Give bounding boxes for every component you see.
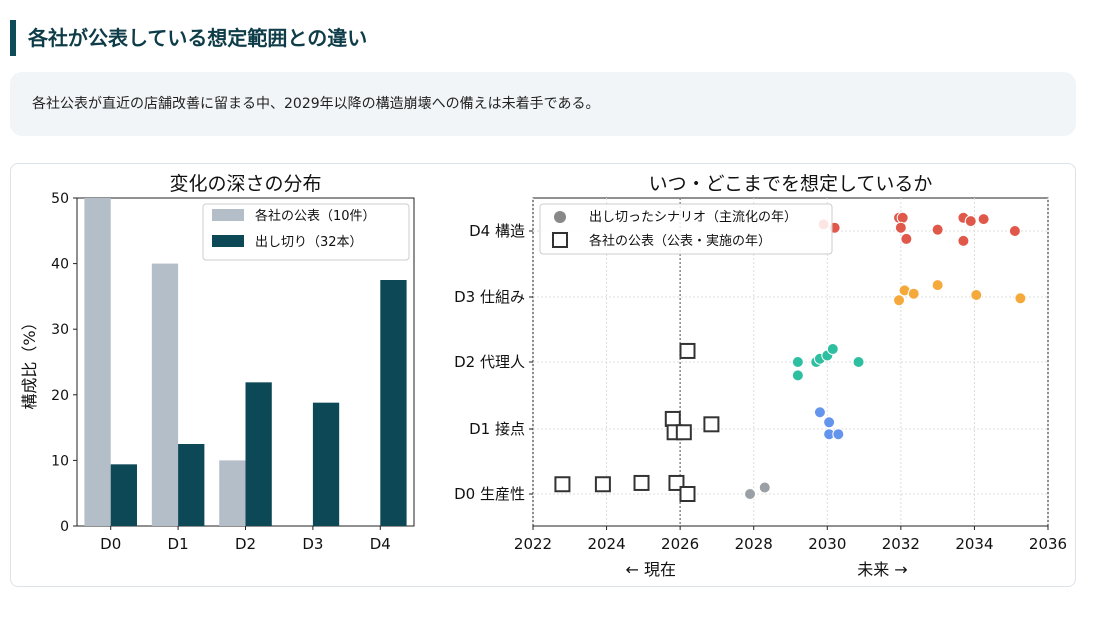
scenario-point xyxy=(977,213,990,226)
scenario-point xyxy=(758,481,771,494)
scenario-point xyxy=(957,234,970,247)
scatter-x-tick-label: 2032 xyxy=(882,535,920,553)
scenario-point xyxy=(791,356,804,368)
scatter-x-tick-label: 2030 xyxy=(808,535,846,553)
bar-y-tick-label: 20 xyxy=(51,388,69,404)
scatter-y-tick-label: D4 構造 xyxy=(469,222,525,240)
bar-cut-D1 xyxy=(178,444,205,526)
scatter-legend-dot xyxy=(554,211,566,223)
bar-x-tick-label: D2 xyxy=(235,535,256,553)
scenario-point xyxy=(1014,292,1027,305)
scatter-legend-label-0: 出し切ったシナリオ（主流化の年） xyxy=(589,210,797,225)
bar-legend-label-1: 出し切り（32本） xyxy=(255,235,363,250)
x-label-future: 未来 → xyxy=(857,560,908,579)
bar-y-axis-label: 構成比（%） xyxy=(20,314,39,409)
announcement-point xyxy=(594,476,611,493)
scatter-y-tick-label: D0 生産性 xyxy=(454,485,525,503)
scatter-x-tick-label: 2026 xyxy=(661,535,699,553)
announcement-point xyxy=(703,416,720,433)
bar-y-tick-label: 10 xyxy=(51,453,69,469)
scenario-point xyxy=(744,488,757,500)
scatter-legend-label-1: 各社の公表（公表・実施の年） xyxy=(589,233,771,249)
scenario-point xyxy=(826,343,839,355)
scenario-point xyxy=(1008,225,1021,237)
announcement-point xyxy=(679,486,696,502)
scenario-point xyxy=(823,416,836,429)
bar-legend-swatch-1 xyxy=(212,235,244,247)
scenario-point xyxy=(900,232,913,245)
announcement-point xyxy=(554,476,571,493)
bar-x-tick-label: D4 xyxy=(370,535,391,553)
bar-cut-D2 xyxy=(245,382,272,526)
section-title: 各社が公表している想定範囲との違い xyxy=(28,26,368,50)
scatter-x-tick-label: 2028 xyxy=(735,535,773,553)
bar-y-tick-label: 0 xyxy=(60,519,69,535)
summary-text: 各社公表が直近の店舗改善に留まる中、2029年以降の構造崩壊への備えは未着手であ… xyxy=(32,96,600,112)
bar-legend-box xyxy=(202,203,410,261)
summary-box: 各社公表が直近の店舗改善に留まる中、2029年以降の構造崩壊への備えは未着手であ… xyxy=(10,72,1076,136)
scatter-chart-title: いつ・どこまでを想定しているか xyxy=(649,173,933,195)
scatter-y-tick-label: D2 代理人 xyxy=(454,353,525,371)
announcement-point xyxy=(633,474,650,491)
scatter-x-tick-label: 2036 xyxy=(1029,535,1067,553)
scenario-point xyxy=(813,406,826,419)
scenario-point xyxy=(893,294,906,307)
bar-cut-D4 xyxy=(380,280,407,526)
scenario-point xyxy=(791,369,804,382)
scatter-y-tick-label: D1 接点 xyxy=(469,420,525,438)
bar-announced-D2 xyxy=(219,460,246,526)
bar-cut-D0 xyxy=(110,464,137,526)
bar-y-tick-label: 30 xyxy=(51,322,69,338)
bar-cut-D3 xyxy=(312,402,340,526)
announcement-point xyxy=(679,342,696,359)
scenario-point xyxy=(832,428,845,441)
bar-x-tick-label: D1 xyxy=(168,535,189,553)
section-heading: 各社が公表している想定範囲との違い xyxy=(10,20,367,56)
scenario-point xyxy=(970,289,983,302)
scenario-point xyxy=(931,279,944,292)
scatter-x-tick-label: 2034 xyxy=(955,535,993,553)
bar-announced-D1 xyxy=(151,263,179,526)
scatter-x-tick-label: 2022 xyxy=(514,535,552,553)
bar-chart-title: 変化の深さの分布 xyxy=(169,173,321,195)
scenario-point xyxy=(964,215,977,228)
x-label-present: ← 現在 xyxy=(625,560,676,579)
scenario-point xyxy=(894,221,907,234)
scenario-point xyxy=(896,211,909,224)
announcement-point xyxy=(675,424,692,441)
bar-legend-label-0: 各社の公表（10件） xyxy=(255,208,376,224)
bar-announced-D0 xyxy=(84,198,111,526)
scenario-point xyxy=(852,356,865,368)
scatter-legend-box xyxy=(539,203,833,255)
scatter-y-tick-label: D3 仕組み xyxy=(454,288,525,306)
bar-x-tick-label: D0 xyxy=(100,535,121,553)
scenario-point xyxy=(907,287,920,300)
bar-y-tick-label: 40 xyxy=(51,257,69,273)
scatter-x-tick-label: 2024 xyxy=(587,535,625,553)
announcement-point xyxy=(664,410,681,427)
bar-x-tick-label: D3 xyxy=(302,535,323,553)
scatter-legend-square xyxy=(552,232,568,248)
bar-legend-swatch-0 xyxy=(212,209,244,221)
scenario-point xyxy=(931,223,944,236)
charts-panel: 変化の深さの分布 構成比（%） 0 10 20 30 40 50 D0 D1 D2 D3 D4 各社の公表… xyxy=(10,163,1076,587)
bar-y-tick-label: 50 xyxy=(51,191,69,207)
